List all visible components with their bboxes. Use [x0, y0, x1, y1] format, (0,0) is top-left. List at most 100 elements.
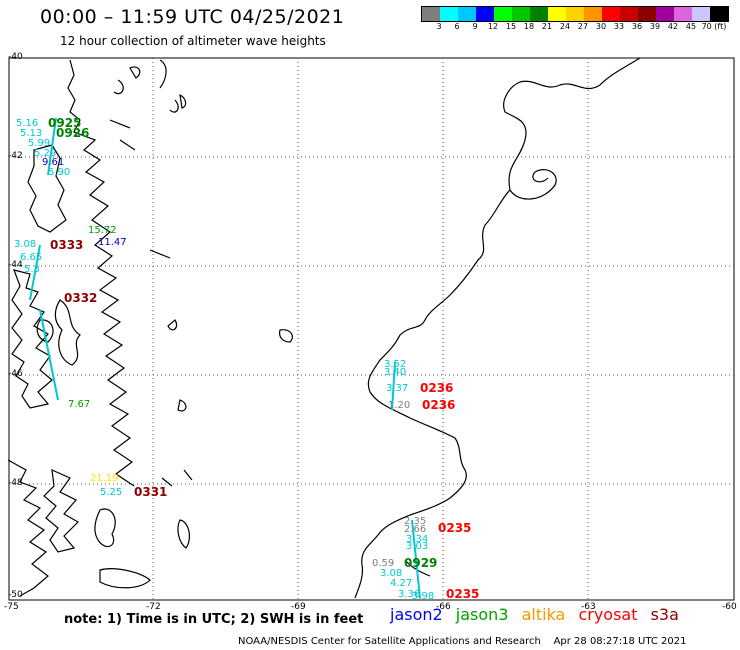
satellite-cryosat: cryosat: [578, 605, 638, 624]
wave-height-label: 5.90: [48, 167, 71, 178]
pass-time-label: 0331: [134, 485, 168, 499]
y-tick-label: -48: [8, 478, 23, 488]
satellite-altika: altika: [521, 605, 566, 624]
color-swatch: [476, 7, 494, 21]
pass-time-label: 0235: [438, 521, 472, 535]
x-tick-label: -66: [436, 602, 451, 612]
color-swatch: [422, 7, 440, 21]
x-tick-label: -72: [146, 602, 161, 612]
color-legend-label: 15: [505, 22, 517, 31]
x-tick-label: -69: [291, 602, 306, 612]
color-legend-label: 42: [667, 22, 679, 31]
altimeter-tracks: [29, 117, 421, 599]
y-tick-label: -42: [8, 151, 23, 161]
color-swatch: [458, 7, 476, 21]
color-legend-label: 33: [613, 22, 625, 31]
x-tick-label: -60: [722, 602, 737, 612]
footer-note: note: 1) Time is in UTC; 2) SWH is in fe…: [64, 612, 364, 627]
satellite-jason2: jason2: [390, 605, 443, 624]
wave-height-label: 3.08: [14, 239, 37, 250]
wave-height-label: 5.25: [100, 487, 123, 498]
y-tick-label: -44: [8, 260, 23, 270]
plot-frame: [8, 57, 735, 601]
color-swatch: [584, 7, 602, 21]
color-swatch: [512, 7, 530, 21]
wave-height-label: 3.36: [398, 589, 421, 600]
satellite-legend: jason2 jason3 altika cryosat s3a: [390, 605, 687, 624]
color-legend-label: 39: [649, 22, 661, 31]
chile-coastline: [7, 59, 193, 597]
wave-height-label: 11.47: [98, 237, 127, 248]
wave-height-label: 2.66: [404, 524, 427, 535]
page-subtitle: 12 hour collection of altimeter wave hei…: [60, 34, 326, 48]
pass-time-label: 0926: [56, 126, 90, 140]
color-legend-labels: 3 6 9 12 15 18 21 24 27 30 33 36 39 42 45 70 (ft): [421, 22, 740, 34]
wave-height-label: 9.61: [42, 157, 65, 168]
color-legend-label: 27: [577, 22, 589, 31]
color-legend-label: 18: [523, 22, 535, 31]
pass-time-label: 0236: [422, 398, 456, 412]
credit-line: NOAA/NESDIS Center for Satellite Applica…: [238, 636, 687, 647]
wave-height-label: 5.99: [28, 138, 51, 149]
color-legend-label: 3: [436, 22, 442, 31]
wave-height-label: 7.67: [68, 399, 91, 410]
wave-height-label: 2.35: [404, 516, 427, 527]
color-swatch: [440, 7, 458, 21]
x-tick-label: -75: [4, 602, 19, 612]
pass-time-label: 0236: [420, 381, 454, 395]
color-legend-label: 70 (ft): [701, 22, 727, 31]
wave-height-label: 5.13: [20, 128, 43, 139]
color-swatch: [674, 7, 692, 21]
x-tick-label: -63: [581, 602, 596, 612]
y-tick-label: -50: [8, 590, 23, 600]
wave-height-label: 15.72: [88, 225, 117, 236]
color-swatch: [530, 7, 548, 21]
wave-height-label: 3.34: [406, 534, 429, 545]
page-title: 00:00 – 11:59 UTC 04/25/2021: [40, 6, 345, 28]
pass-time-label: 0235: [446, 587, 480, 601]
pass-time-label: 0925: [48, 116, 82, 130]
wave-height-label: 4.27: [390, 578, 413, 589]
wave-height-label: 5.16: [16, 118, 39, 129]
wave-height-label: 3.98: [412, 591, 435, 602]
color-swatch: [620, 7, 638, 21]
color-legend-label: 12: [487, 22, 499, 31]
color-swatch: [638, 7, 656, 21]
pass-time-label: 0929: [404, 556, 438, 570]
color-legend-label: 45: [685, 22, 697, 31]
argentina-coastline: [279, 57, 641, 599]
color-legend-bar: [421, 6, 729, 22]
color-swatch: [710, 7, 728, 21]
wave-height-label: 3.37: [386, 383, 409, 394]
wave-height-label: 6.65: [20, 252, 43, 263]
pass-time-label: 0332: [64, 291, 98, 305]
pass-time-label: 0333: [50, 238, 84, 252]
wave-height-label: 3.40: [384, 367, 407, 378]
color-swatch: [602, 7, 620, 21]
color-legend-label: 6: [454, 22, 460, 31]
color-legend-label: 30: [595, 22, 607, 31]
color-swatch: [566, 7, 584, 21]
wave-height-label: 3.52: [384, 359, 407, 370]
satellite-jason3: jason3: [455, 605, 509, 624]
color-swatch: [656, 7, 674, 21]
color-swatch: [548, 7, 566, 21]
wave-height-label: 5.29: [34, 148, 57, 159]
wave-height-label: 5.3: [24, 264, 40, 275]
wave-height-label: 3.03: [406, 541, 429, 552]
y-tick-label: -46: [8, 369, 23, 379]
wave-height-label: 0.59: [372, 558, 395, 569]
wave-height-label: 3.08: [380, 568, 403, 579]
wave-height-label: 21.19: [90, 473, 119, 484]
wave-height-label: 1.20: [388, 400, 411, 411]
color-legend-label: 21: [541, 22, 553, 31]
y-tick-label: -40: [8, 52, 23, 62]
color-swatch: [494, 7, 512, 21]
grid-lines: [9, 58, 734, 600]
color-legend-label: 9: [472, 22, 478, 31]
color-legend-label: 36: [631, 22, 643, 31]
color-swatch: [692, 7, 710, 21]
color-legend-label: 24: [559, 22, 571, 31]
satellite-s3a: s3a: [650, 605, 679, 624]
